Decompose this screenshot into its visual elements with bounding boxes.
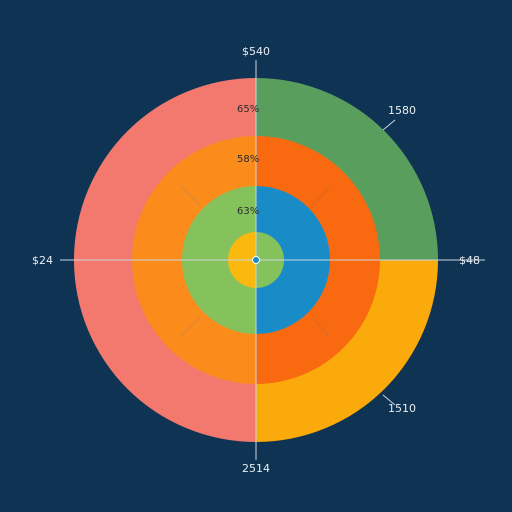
axis-group <box>60 60 485 460</box>
diagonal-tick-upper-right <box>311 186 331 206</box>
leader-upper-right <box>382 119 396 131</box>
axis-label-bottom: 2514 <box>242 462 270 475</box>
label-upper-right: 1580 <box>388 104 416 117</box>
diagonal-tick-lower-right <box>311 316 331 338</box>
axis-label-top: $540 <box>242 45 270 58</box>
ring-label-inner: 63% <box>237 206 259 217</box>
center-dot <box>252 256 260 264</box>
diagonal-tick-upper-left <box>179 184 201 206</box>
diagonal-tick-lower-left <box>179 316 201 338</box>
axis-label-right: $48 <box>459 254 480 267</box>
ring-label-middle: 58% <box>237 154 259 165</box>
leader-lower-right <box>382 394 396 406</box>
ring-label-outer: 65% <box>237 104 259 115</box>
label-lower-right: 1510 <box>388 402 416 415</box>
axis-label-left: $24 <box>32 254 53 267</box>
